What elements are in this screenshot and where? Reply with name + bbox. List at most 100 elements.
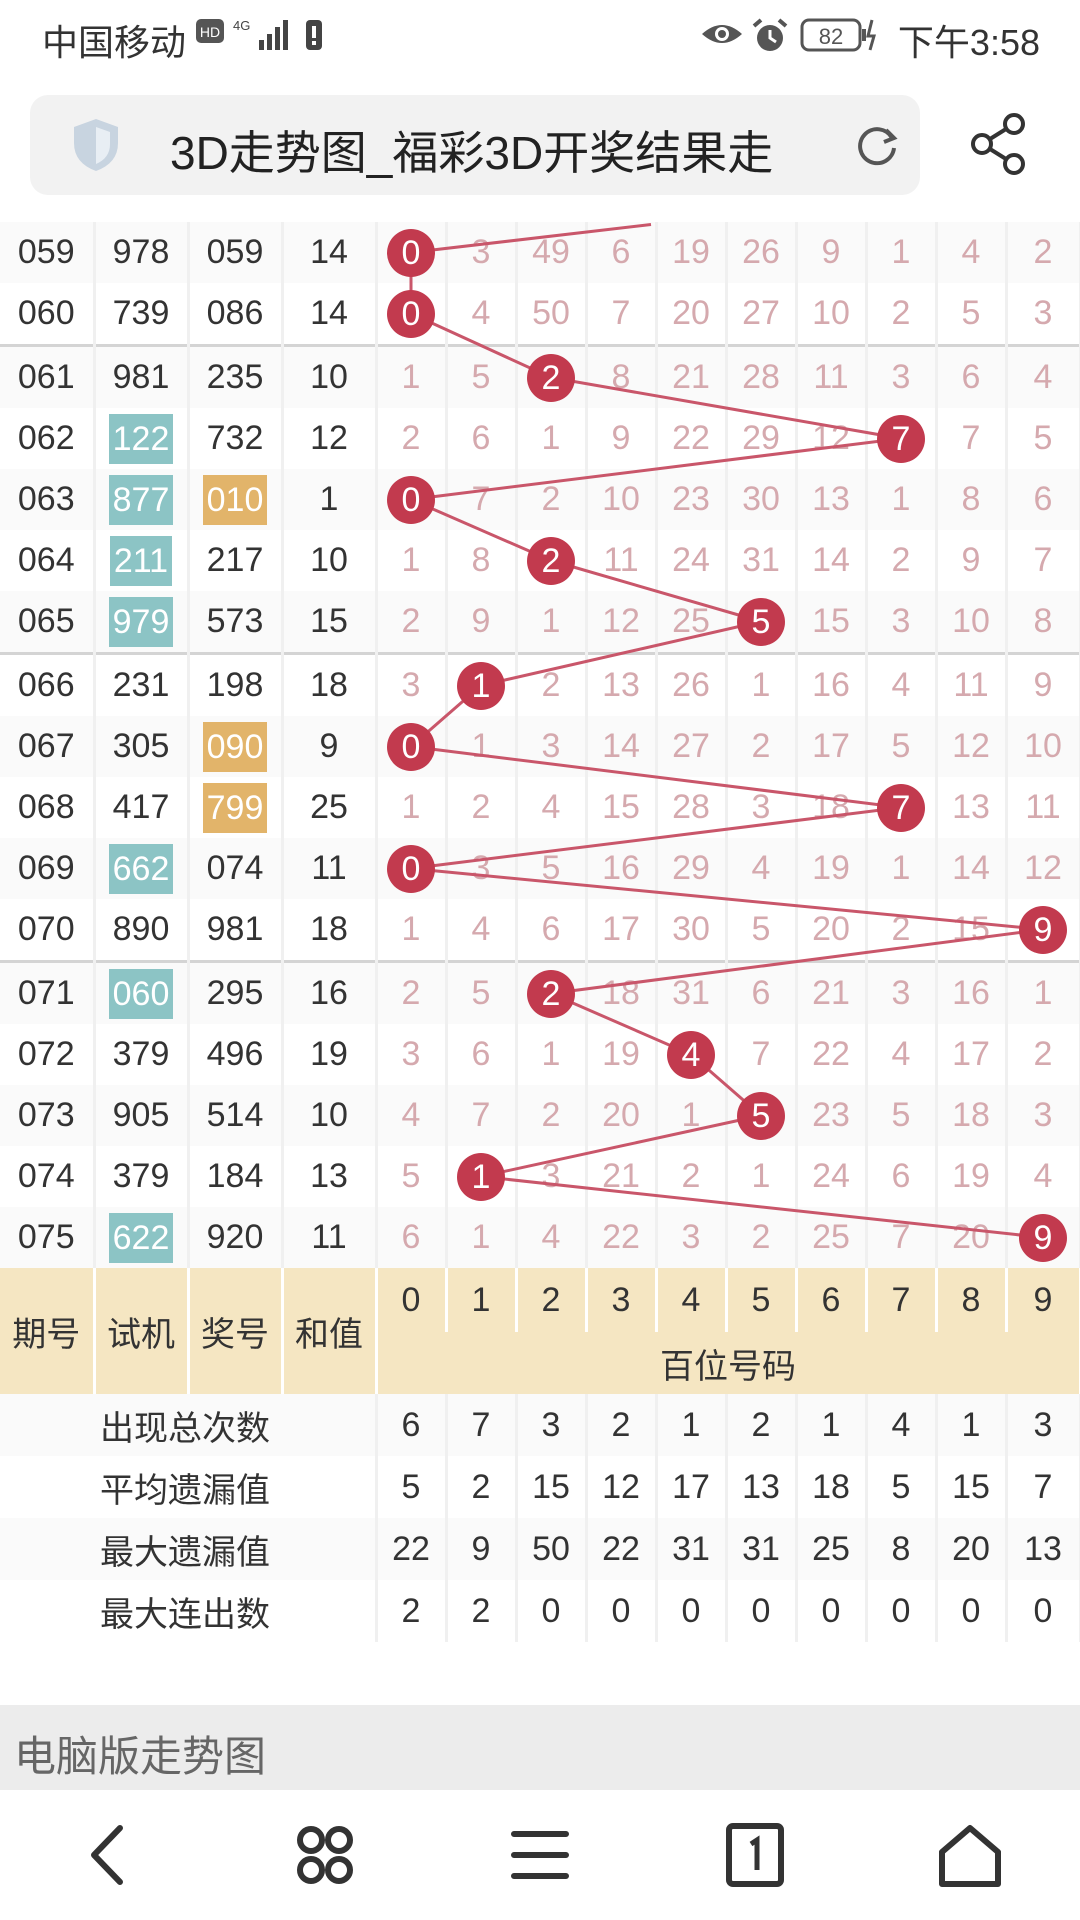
miss-count: 1 (376, 530, 448, 591)
reload-icon[interactable] (852, 120, 902, 175)
hit-ball: 9 (1019, 1213, 1067, 1262)
stats-label: 最大连出数 (0, 1580, 378, 1642)
trial-number: 978 (94, 222, 190, 283)
battery-icon: 82 (800, 16, 880, 59)
winning-number: 496 (188, 1024, 284, 1085)
miss-count: 4 (516, 1207, 588, 1268)
sum-value: 12 (282, 408, 378, 469)
back-icon[interactable] (70, 1820, 150, 1890)
stats-value: 0 (516, 1580, 588, 1642)
home-icon[interactable] (930, 1820, 1010, 1890)
tabs-icon[interactable] (715, 1820, 795, 1890)
sum-value: 16 (282, 960, 378, 1024)
trial-number-highlight: 211 (109, 535, 173, 586)
hit-cell: 5 (726, 1085, 798, 1146)
miss-count: 4 (866, 652, 938, 716)
apps-icon[interactable] (285, 1820, 365, 1890)
period: 062 (0, 408, 96, 469)
miss-count: 9 (1006, 652, 1080, 716)
miss-count: 2 (726, 716, 798, 777)
trial-number-cell: 622 (94, 1207, 190, 1268)
eye-icon (700, 16, 744, 57)
miss-count: 1 (866, 469, 938, 530)
hit-cell: 9 (1006, 1207, 1080, 1268)
stats-value: 7 (1006, 1456, 1080, 1518)
address-bar[interactable]: 3D走势图_福彩3D开奖结果走 (30, 95, 920, 195)
miss-count: 3 (516, 716, 588, 777)
pc-version-link[interactable]: 电脑版走势图 (14, 1733, 267, 1780)
stats-value: 1 (656, 1394, 728, 1456)
sum-value: 18 (282, 899, 378, 962)
stats-value: 2 (726, 1394, 798, 1456)
miss-count: 19 (586, 1024, 658, 1085)
miss-count: 6 (446, 1024, 518, 1085)
miss-count: 9 (446, 591, 518, 654)
miss-count: 2 (866, 283, 938, 346)
stats-value: 13 (726, 1456, 798, 1518)
trial-number-highlight: 060 (108, 968, 174, 1019)
miss-count: 1 (516, 591, 588, 654)
miss-count: 11 (936, 652, 1008, 716)
trial-number: 305 (94, 716, 190, 777)
stats-value: 2 (586, 1394, 658, 1456)
menu-icon[interactable] (500, 1820, 580, 1890)
miss-count: 16 (936, 960, 1008, 1024)
draw-row: 066 231 198 18 3 1 2 13 26 1 16 4 11 9 (0, 652, 1080, 716)
miss-count: 7 (726, 1024, 798, 1085)
draw-row: 067 305 090 9 0 1 3 14 27 2 17 5 12 10 (0, 716, 1080, 777)
stats-value: 1 (936, 1394, 1008, 1456)
miss-count: 17 (936, 1024, 1008, 1085)
share-icon[interactable] (970, 112, 1028, 181)
draw-row: 065 979 573 15 2 9 1 12 25 5 15 3 10 8 (0, 591, 1080, 654)
miss-count: 4 (1006, 344, 1080, 408)
miss-count: 1 (376, 344, 448, 408)
hit-ball: 7 (877, 414, 925, 463)
miss-count: 22 (586, 1207, 658, 1268)
draw-row: 061 981 235 10 1 5 2 8 21 28 11 3 6 4 (0, 344, 1080, 408)
miss-count: 9 (796, 222, 868, 283)
miss-count: 12 (586, 591, 658, 654)
miss-count: 1 (376, 777, 448, 838)
miss-count: 3 (376, 652, 448, 716)
hit-cell: 0 (376, 469, 448, 530)
sum-value: 18 (282, 652, 378, 716)
header-digit: 9 (1006, 1268, 1080, 1332)
miss-count: 9 (936, 530, 1008, 591)
winning-number: 059 (188, 222, 284, 283)
miss-count: 31 (656, 960, 728, 1024)
miss-count: 22 (796, 1024, 868, 1085)
header-digit: 2 (516, 1268, 588, 1332)
table-header: 期号 试机 奖号 和值 0 1 2 3 4 5 6 7 8 9 百位号码 (0, 1268, 1080, 1394)
miss-count: 5 (446, 344, 518, 408)
miss-count: 7 (586, 283, 658, 346)
period: 074 (0, 1146, 96, 1207)
alarm-icon (750, 16, 790, 61)
hit-cell: 4 (656, 1024, 728, 1085)
winning-number: 981 (188, 899, 284, 962)
hit-cell: 0 (376, 838, 448, 899)
trial-number-cell: 979 (94, 591, 190, 654)
miss-count: 5 (936, 283, 1008, 346)
draw-row: 071 060 295 16 2 5 2 18 31 6 21 3 16 1 (0, 960, 1080, 1024)
miss-count: 3 (376, 1024, 448, 1085)
pc-version-section[interactable]: 电脑版走势图 (0, 1705, 1080, 1790)
miss-count: 8 (1006, 591, 1080, 654)
miss-count: 26 (656, 652, 728, 716)
miss-count: 5 (516, 838, 588, 899)
miss-count: 16 (796, 652, 868, 716)
page-title[interactable]: 3D走势图_福彩3D开奖结果走 (170, 127, 774, 179)
miss-count: 20 (586, 1085, 658, 1146)
miss-count: 26 (726, 222, 798, 283)
sum-value: 1 (282, 469, 378, 530)
period: 071 (0, 960, 96, 1024)
trial-number: 379 (94, 1024, 190, 1085)
stats-value: 5 (866, 1456, 938, 1518)
miss-count: 14 (796, 530, 868, 591)
stats-value: 0 (936, 1580, 1008, 1642)
miss-count: 29 (726, 408, 798, 469)
trend-table: 059 978 059 14 0 3 49 6 19 26 9 1 4 2 060 739 086 14 0 4 50 7… (0, 222, 1080, 1642)
miss-count: 18 (936, 1085, 1008, 1146)
miss-count: 14 (586, 716, 658, 777)
hit-ball: 5 (737, 597, 785, 646)
trial-number-highlight: 877 (108, 474, 174, 525)
